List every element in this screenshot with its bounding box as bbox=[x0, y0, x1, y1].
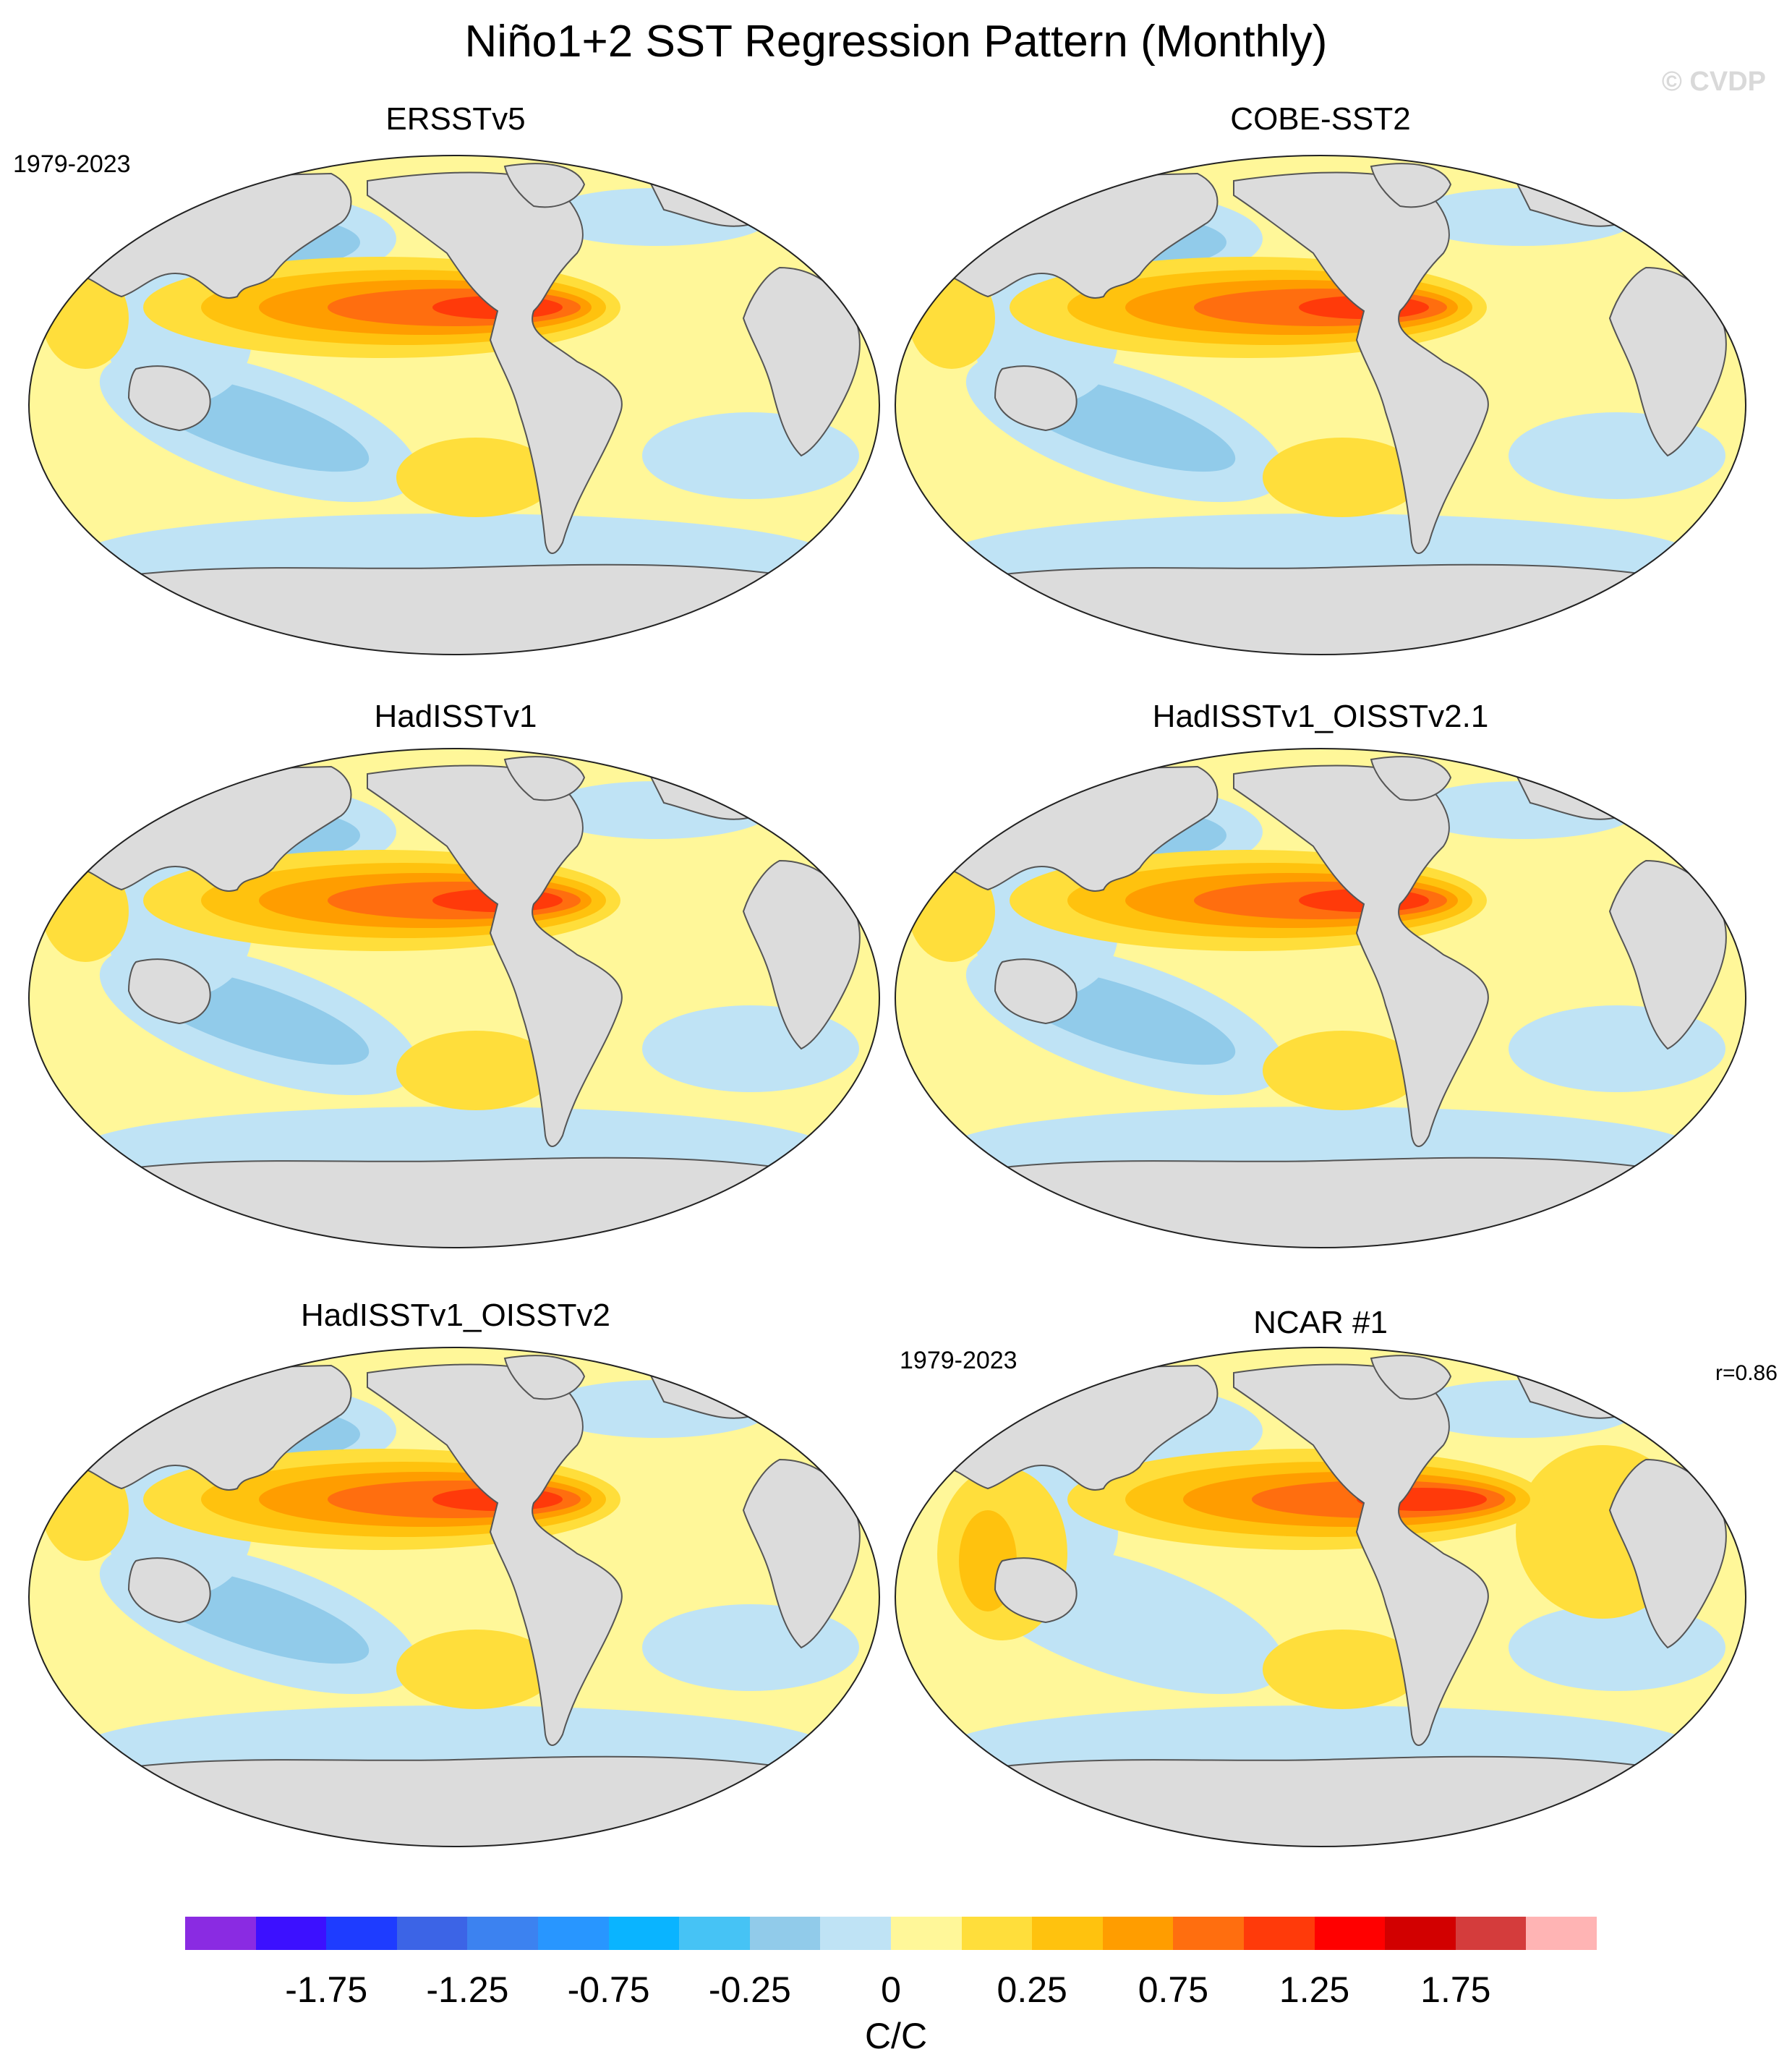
south-pacific-warm bbox=[396, 438, 555, 517]
south-pacific-warm bbox=[1263, 438, 1422, 517]
colorbar-swatch bbox=[1385, 1917, 1456, 1950]
land-greenland bbox=[1370, 163, 1452, 208]
map-outline bbox=[895, 748, 1746, 1248]
colorbar-swatch bbox=[1455, 1917, 1527, 1950]
panel-title-1: ERSSTv5 bbox=[385, 101, 526, 137]
colorbar-swatch bbox=[1243, 1917, 1315, 1950]
colorbar-tick-label: 1.75 bbox=[1420, 1969, 1491, 2010]
colorbar-swatch bbox=[1526, 1917, 1597, 1950]
map-outline bbox=[28, 748, 880, 1248]
panel-period-1: 1979-2023 bbox=[13, 150, 131, 178]
south-pacific-warm bbox=[1263, 1031, 1422, 1110]
colorbar-swatch bbox=[255, 1917, 327, 1950]
land-greenland bbox=[503, 163, 586, 208]
land-americas bbox=[367, 765, 623, 1147]
colorbar-swatch bbox=[1173, 1917, 1244, 1950]
map-panel-5 bbox=[28, 1347, 880, 1847]
colorbar-tick-label: -0.25 bbox=[708, 1969, 791, 2010]
map-fields bbox=[29, 1347, 879, 1847]
land-australia bbox=[994, 365, 1078, 432]
map-panel-4 bbox=[895, 748, 1746, 1248]
colorbar-swatch bbox=[326, 1917, 397, 1950]
land-australia bbox=[127, 1557, 211, 1624]
colorbar-units: C/C bbox=[864, 2016, 928, 2056]
land-antarctica bbox=[29, 1755, 879, 1847]
colorbar-swatch bbox=[749, 1917, 821, 1950]
panel-title-6: NCAR #1 bbox=[1253, 1305, 1388, 1340]
land-australia bbox=[127, 365, 211, 432]
land-greenland bbox=[1370, 756, 1452, 801]
main-title: Niño1+2 SST Regression Pattern (Monthly) bbox=[464, 17, 1328, 67]
watermark: © CVDP bbox=[1661, 67, 1766, 97]
map-panel-1 bbox=[28, 155, 880, 655]
land-americas bbox=[1233, 765, 1489, 1147]
map-panel-2 bbox=[895, 155, 1746, 655]
map-outline bbox=[28, 155, 880, 655]
map-outline bbox=[28, 1347, 880, 1847]
south-pacific-warm bbox=[396, 1031, 555, 1110]
colorbar-swatch bbox=[890, 1917, 962, 1950]
map-panel-3 bbox=[28, 748, 880, 1248]
colorbar-swatch bbox=[396, 1917, 468, 1950]
colorbar-swatch bbox=[961, 1917, 1033, 1950]
land-antarctica bbox=[895, 1157, 1746, 1248]
colorbar-tick-label: 1.25 bbox=[1279, 1969, 1350, 2010]
colorbar-swatch bbox=[537, 1917, 609, 1950]
land-americas bbox=[367, 1363, 623, 1746]
land-greenland bbox=[1370, 1355, 1452, 1400]
colorbar-swatch bbox=[1314, 1917, 1386, 1950]
colorbar-swatch bbox=[1102, 1917, 1174, 1950]
colorbar-swatch bbox=[820, 1917, 891, 1950]
panel-title-2: COBE-SST2 bbox=[1230, 101, 1411, 137]
colorbar-swatch bbox=[467, 1917, 538, 1950]
colorbar-swatch bbox=[1032, 1917, 1103, 1950]
land-australia bbox=[994, 958, 1078, 1025]
map-fields bbox=[29, 156, 879, 655]
panel-title-4: HadISSTv1_OISSTv2.1 bbox=[1152, 699, 1489, 734]
panel-period-6: 1979-2023 bbox=[900, 1347, 1017, 1374]
colorbar-swatch bbox=[679, 1917, 750, 1950]
colorbar-tick-label: -1.25 bbox=[426, 1969, 509, 2010]
land-greenland bbox=[503, 756, 586, 801]
south-pacific-warm bbox=[396, 1630, 555, 1709]
colorbar-tick-label: -1.75 bbox=[285, 1969, 368, 2010]
map-fields bbox=[895, 156, 1746, 655]
south-pacific-warm bbox=[1263, 1630, 1422, 1709]
land-australia bbox=[994, 1557, 1078, 1624]
colorbar-tick-label: 0 bbox=[881, 1969, 901, 2010]
land-antarctica bbox=[29, 1157, 879, 1248]
land-antarctica bbox=[895, 563, 1746, 655]
colorbar-swatch bbox=[185, 1917, 256, 1950]
map-outline bbox=[895, 1347, 1746, 1847]
panel-title-3: HadISSTv1 bbox=[374, 699, 537, 734]
land-antarctica bbox=[29, 563, 879, 655]
colorbar-tick-label: 0.75 bbox=[1138, 1969, 1209, 2010]
colorbar-tick-label: 0.25 bbox=[997, 1969, 1067, 2010]
colorbar bbox=[185, 1917, 1597, 1950]
land-australia bbox=[127, 958, 211, 1025]
map-outline bbox=[895, 155, 1746, 655]
map-panel-6 bbox=[895, 1347, 1746, 1847]
land-americas bbox=[1233, 171, 1489, 554]
land-greenland bbox=[503, 1355, 586, 1400]
panel-title-5: HadISSTv1_OISSTv2 bbox=[301, 1298, 610, 1333]
colorbar-swatch bbox=[608, 1917, 680, 1950]
land-antarctica bbox=[895, 1755, 1746, 1847]
land-americas bbox=[1233, 1363, 1489, 1746]
land-americas bbox=[367, 171, 623, 554]
colorbar-tick-label: -0.75 bbox=[567, 1969, 650, 2010]
panel-correlation-6: r=0.86 bbox=[1715, 1361, 1778, 1385]
